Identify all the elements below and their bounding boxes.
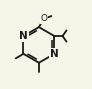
- Text: N: N: [50, 49, 59, 59]
- Text: O: O: [40, 14, 47, 23]
- Text: N: N: [19, 31, 28, 41]
